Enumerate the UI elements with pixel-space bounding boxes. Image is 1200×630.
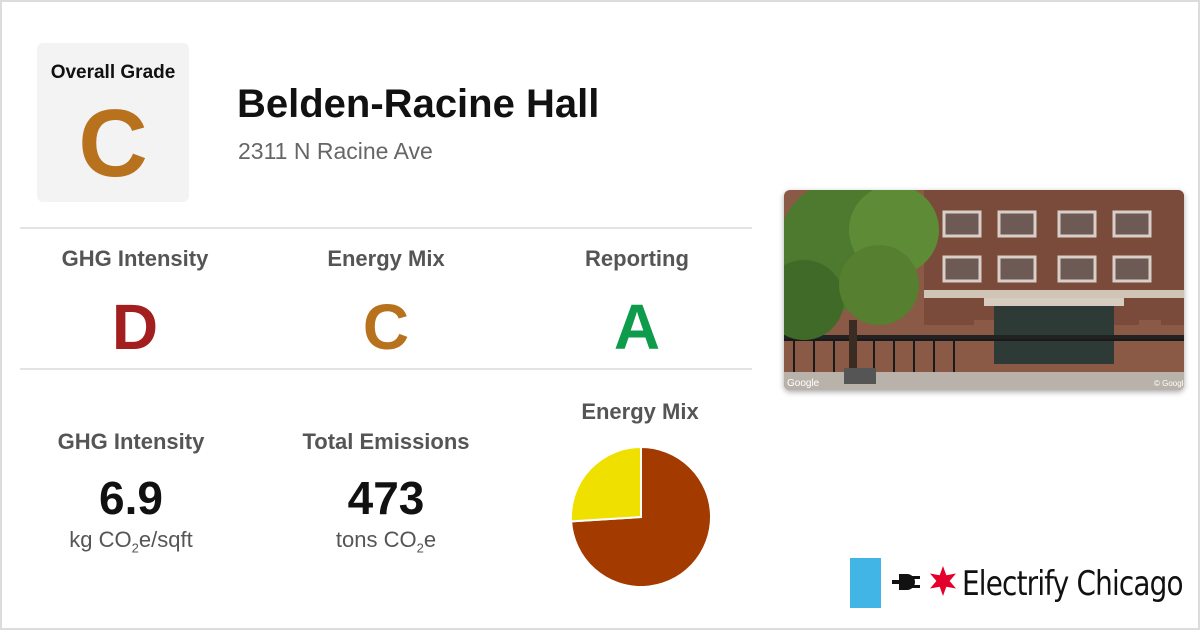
energy-mix-grade-letter: C bbox=[362, 291, 410, 363]
logo-blue-bar bbox=[850, 558, 881, 608]
building-photo-image: Google © Google bbox=[784, 190, 1184, 390]
brand-name: Electrify Chicago bbox=[962, 564, 1184, 604]
reporting-grade: Reporting A bbox=[512, 246, 762, 362]
total-emissions-value: 473 bbox=[347, 472, 425, 524]
total-emissions-label: Total Emissions bbox=[302, 429, 470, 454]
total-emissions-unit: tons CO2e bbox=[335, 527, 437, 556]
building-name: Belden-Racine Hall bbox=[237, 82, 600, 126]
photo-credit-right: © Google bbox=[1154, 379, 1184, 388]
electrify-chicago-logo: Electrify Chicago bbox=[850, 558, 1184, 608]
building-address: 2311 N Racine Ave bbox=[238, 138, 433, 164]
ghg-grade-letter: D bbox=[111, 291, 159, 363]
energy-mix-grade-label: Energy Mix bbox=[327, 246, 445, 271]
energy-mix-pie-chart bbox=[570, 445, 712, 588]
plug-icon bbox=[892, 574, 920, 590]
building-photo: Google © Google bbox=[784, 190, 1184, 390]
energy-mix-grade: Energy Mix C bbox=[261, 246, 511, 362]
ghg-grade-label: GHG Intensity bbox=[61, 246, 209, 271]
photo-credit-left: Google bbox=[787, 378, 820, 389]
ghg-intensity-value: 6.9 bbox=[99, 472, 163, 524]
overall-grade-letter: C bbox=[78, 90, 148, 197]
overall-grade-label: Overall Grade bbox=[50, 62, 176, 83]
divider bbox=[20, 227, 752, 229]
divider bbox=[20, 368, 752, 370]
star-icon bbox=[930, 566, 956, 596]
reporting-grade-letter: A bbox=[613, 291, 661, 363]
pie-slice-1 bbox=[570, 445, 642, 523]
reporting-grade-label: Reporting bbox=[585, 246, 689, 271]
ghg-intensity-stat: GHG Intensity 6.9 kg CO2e/sqft bbox=[6, 429, 256, 555]
ghg-intensity-unit: kg CO2e/sqft bbox=[69, 527, 193, 556]
total-emissions-stat: Total Emissions 473 tons CO2e bbox=[261, 429, 511, 555]
overall-grade-card: Overall Grade C bbox=[37, 43, 189, 202]
energy-mix-chart-title: Energy Mix bbox=[581, 399, 699, 424]
ghg-intensity-label: GHG Intensity bbox=[57, 429, 205, 454]
ghg-grade: GHG Intensity D bbox=[10, 246, 260, 362]
